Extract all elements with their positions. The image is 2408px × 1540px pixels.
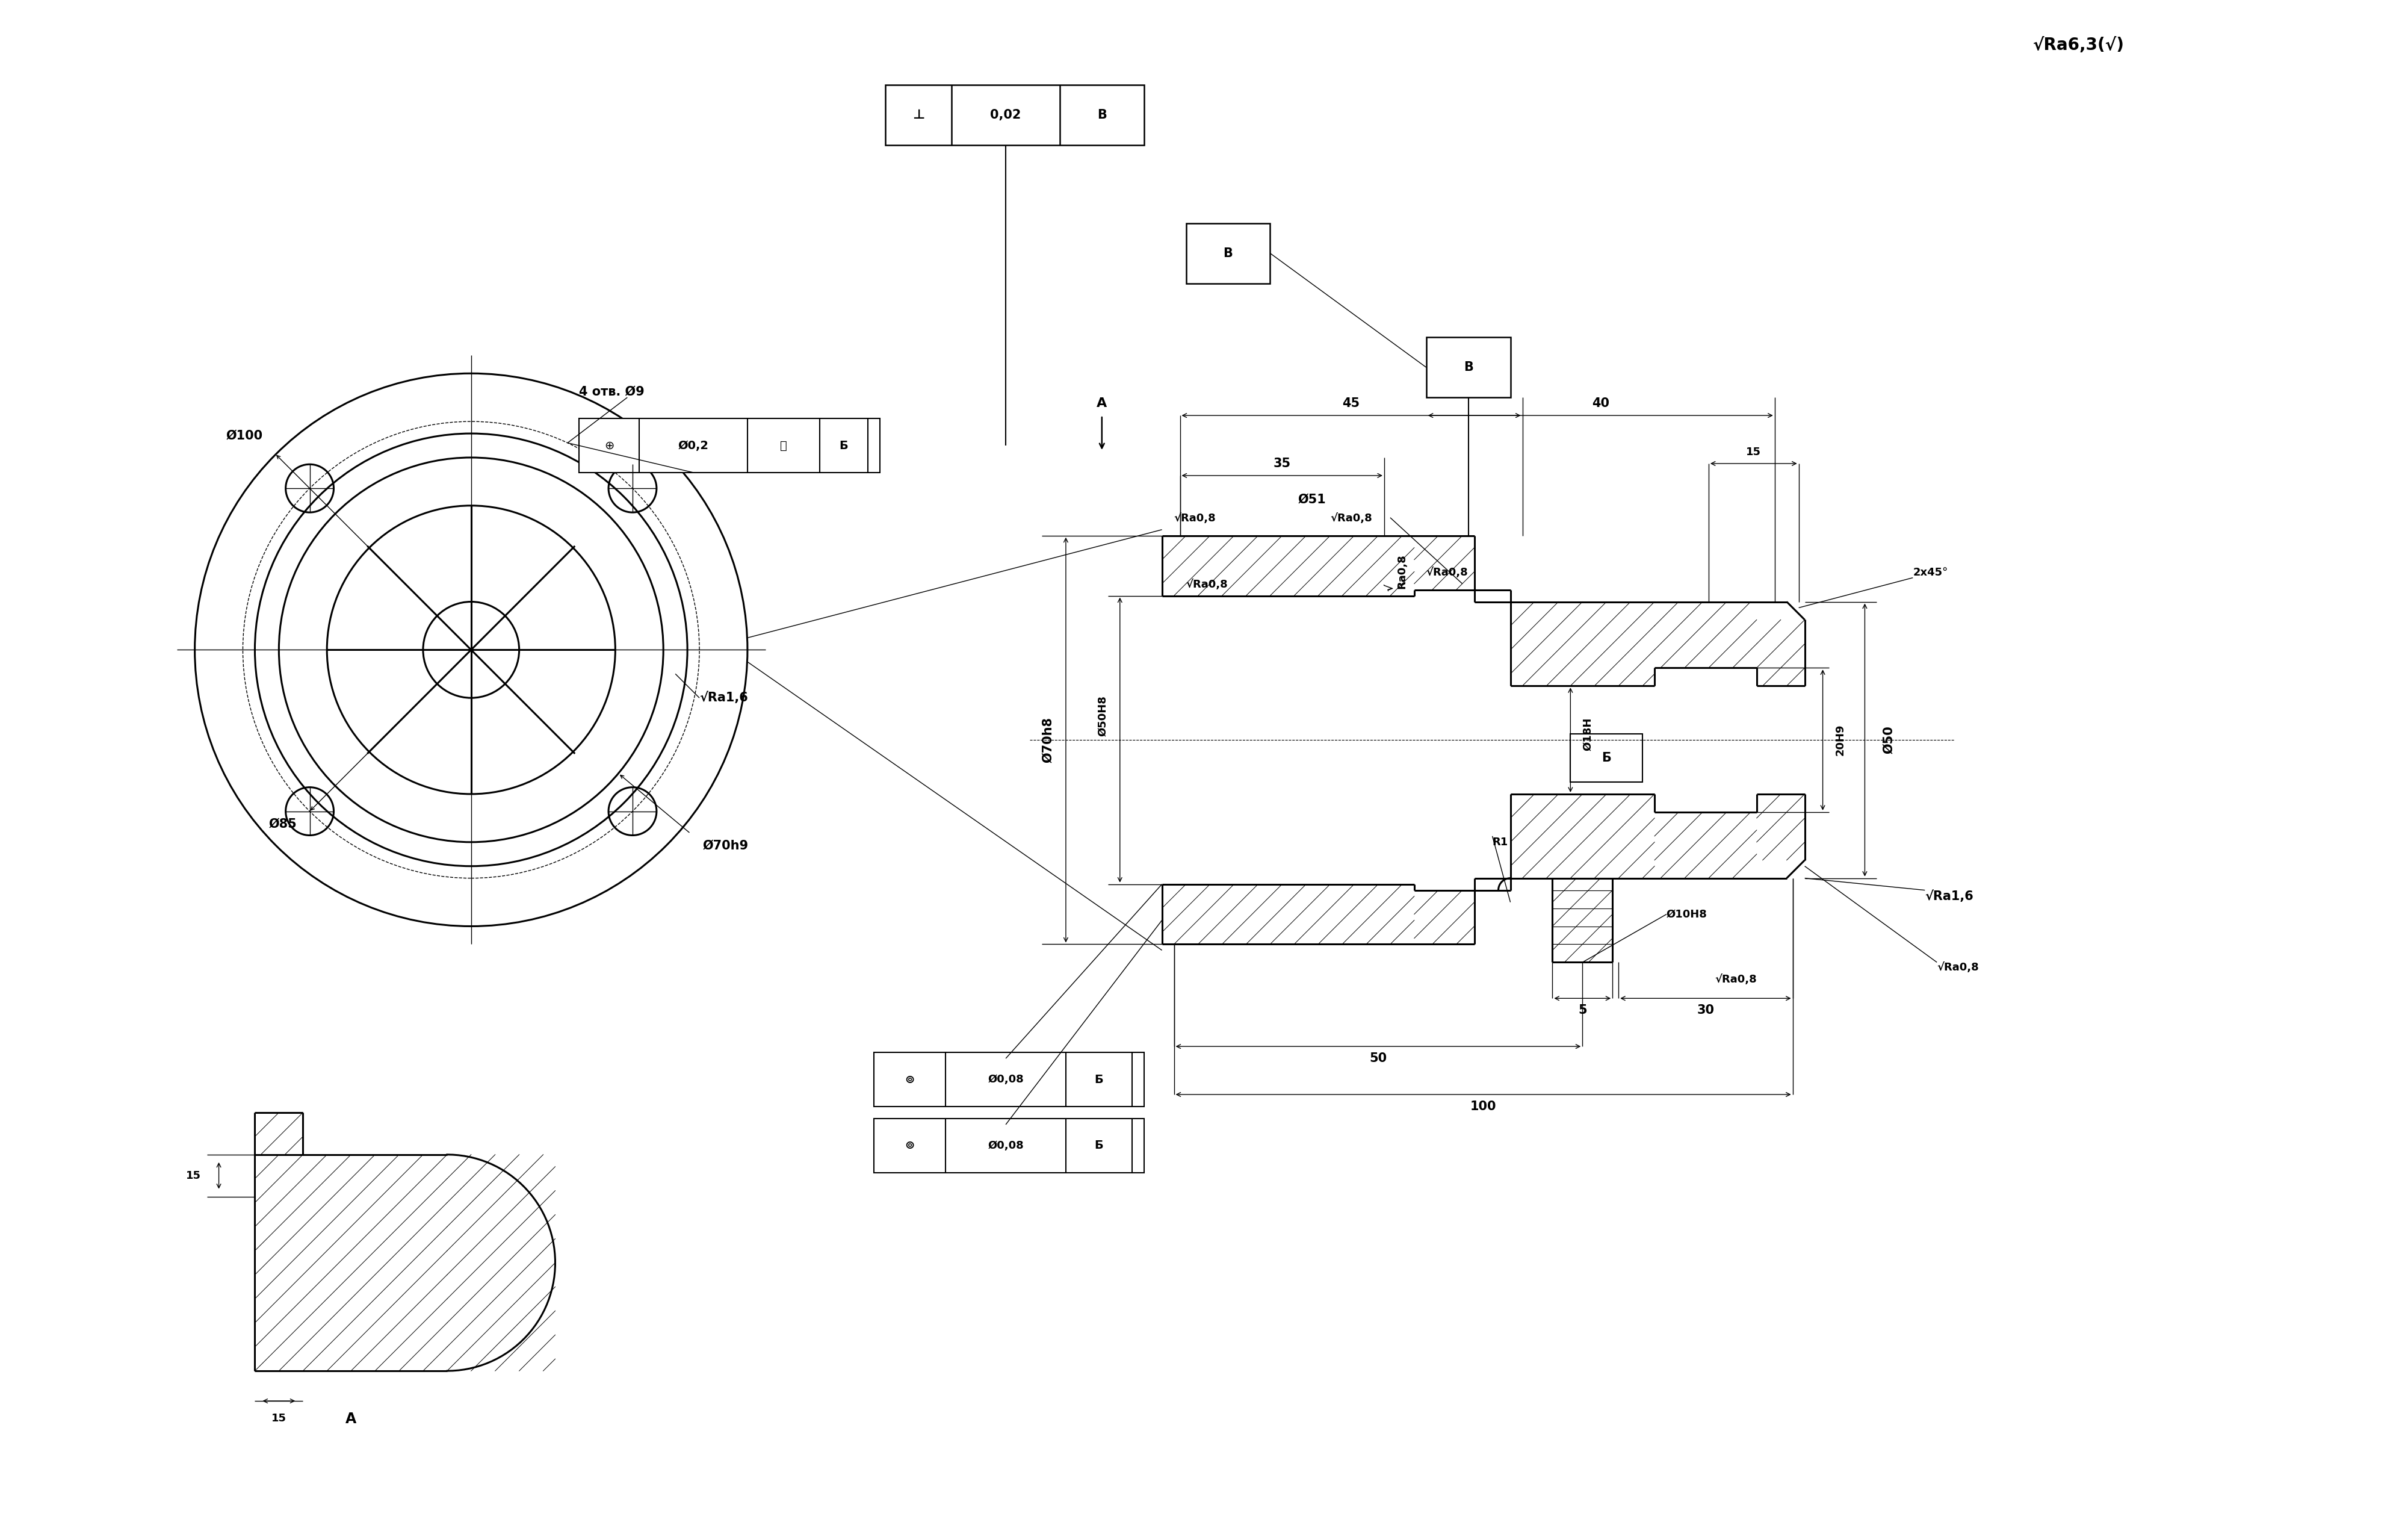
Text: 30: 30: [1698, 1004, 1714, 1016]
Text: Б: Б: [1093, 1073, 1103, 1086]
Text: Ø50Н8: Ø50Н8: [1098, 696, 1108, 736]
Text: В: В: [1098, 109, 1108, 122]
Text: Ø51: Ø51: [1298, 493, 1327, 505]
Text: Б: Б: [838, 440, 848, 451]
Text: Б: Б: [1093, 1140, 1103, 1152]
Text: Ø0,08: Ø0,08: [987, 1073, 1023, 1084]
Text: ⊥: ⊥: [913, 109, 925, 122]
Text: 100: 100: [1471, 1101, 1495, 1112]
FancyBboxPatch shape: [1187, 223, 1269, 283]
Text: R1: R1: [1493, 836, 1507, 847]
Text: √Ra1,6: √Ra1,6: [1924, 890, 1975, 902]
Text: Ra0,8: Ra0,8: [1397, 554, 1406, 590]
Text: 5: 5: [1577, 1004, 1587, 1016]
Text: Ø70h9: Ø70h9: [703, 839, 749, 852]
Text: ⊕: ⊕: [604, 440, 614, 451]
Text: Ⓜ: Ⓜ: [780, 440, 787, 451]
Text: 50: 50: [1370, 1052, 1387, 1064]
Text: Ø0,08: Ø0,08: [987, 1140, 1023, 1150]
Text: ⊚: ⊚: [905, 1140, 915, 1152]
Text: А: А: [1096, 397, 1108, 410]
Text: √Ra0,8: √Ra0,8: [1426, 567, 1469, 578]
Text: Ø10Н8: Ø10Н8: [1666, 909, 1707, 919]
Text: Ø100: Ø100: [226, 430, 262, 442]
Text: 15: 15: [185, 1170, 200, 1181]
Text: 15: 15: [1746, 447, 1760, 457]
FancyBboxPatch shape: [580, 419, 879, 473]
Text: √Ra0,8: √Ra0,8: [1175, 513, 1216, 524]
Text: Ø85: Ø85: [270, 818, 296, 830]
Text: ⊚: ⊚: [905, 1073, 915, 1086]
Text: 0,02: 0,02: [990, 109, 1021, 122]
Text: √Ra0,8: √Ra0,8: [1329, 513, 1373, 524]
Text: Ø18Н: Ø18Н: [1582, 718, 1594, 750]
Text: В: В: [1223, 248, 1233, 259]
FancyBboxPatch shape: [1570, 735, 1642, 782]
Text: Ø50: Ø50: [1883, 725, 1895, 755]
Text: Ø0,2: Ø0,2: [679, 440, 708, 451]
FancyBboxPatch shape: [886, 85, 1144, 145]
Text: 35: 35: [1274, 457, 1291, 470]
Text: Б: Б: [1601, 752, 1611, 764]
Text: 15: 15: [272, 1414, 287, 1424]
Text: √Ra0,8: √Ra0,8: [1714, 975, 1755, 986]
Text: √Ra1,6: √Ra1,6: [698, 691, 749, 704]
FancyBboxPatch shape: [874, 1118, 1144, 1172]
Text: 20Н9: 20Н9: [1835, 724, 1845, 756]
Text: 45: 45: [1341, 397, 1361, 410]
Text: 40: 40: [1592, 397, 1609, 410]
Text: 2x45°: 2x45°: [1912, 567, 1948, 578]
Text: √Ra6,3(√): √Ra6,3(√): [2032, 37, 2124, 54]
Text: √Ra0,8: √Ra0,8: [1187, 579, 1228, 590]
FancyBboxPatch shape: [1426, 337, 1510, 397]
Text: Ø70h8: Ø70h8: [1043, 718, 1055, 762]
Text: √Ra0,8: √Ra0,8: [1936, 962, 1979, 973]
Text: В: В: [1464, 362, 1474, 373]
Text: А: А: [344, 1412, 356, 1426]
Text: 4 отв. Ø9: 4 отв. Ø9: [580, 385, 645, 397]
Text: √: √: [1385, 584, 1394, 591]
FancyBboxPatch shape: [874, 1052, 1144, 1107]
